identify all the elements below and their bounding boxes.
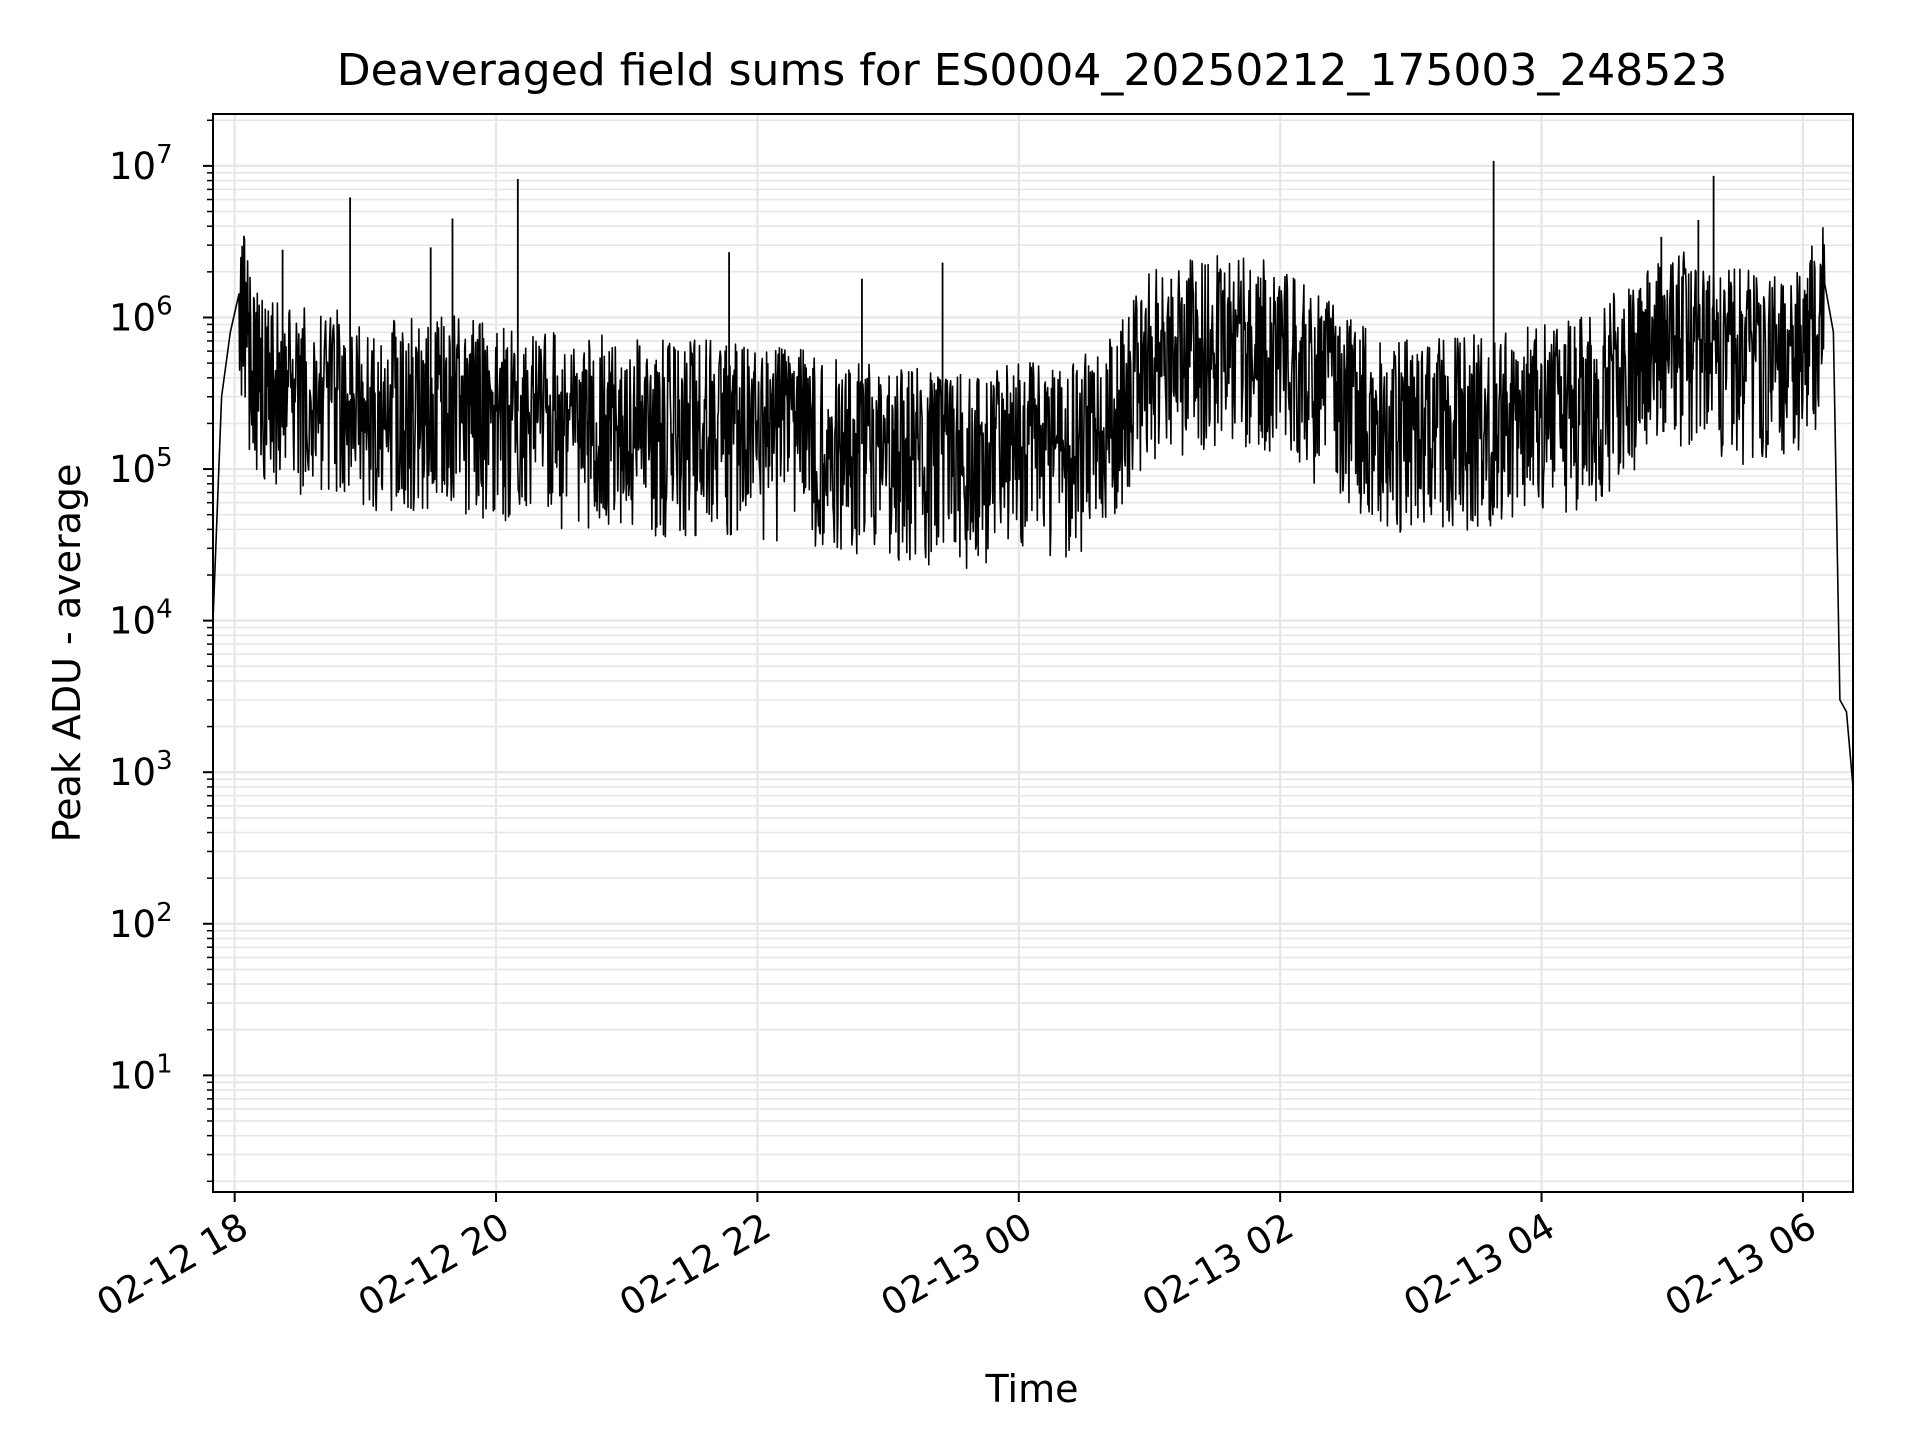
y-tick-label-group: 107: [109, 140, 173, 188]
plot-frame: [212, 113, 1854, 1193]
y-tick-label: 106: [109, 291, 173, 339]
y-axis-label: Peak ADU - average: [45, 464, 89, 843]
chart-title: Deaveraged field sums for ES0004_2025021…: [337, 45, 1728, 96]
data-layer: [212, 160, 1854, 787]
y-tick-label-group: 104: [109, 595, 173, 643]
y-tick-label: 104: [109, 595, 173, 643]
x-axis-label: Time: [985, 1367, 1079, 1411]
y-tick-label-group: 101: [109, 1049, 173, 1097]
y-tick-label: 103: [109, 746, 173, 794]
y-tick-label: 102: [109, 898, 173, 946]
y-tick-label-group: 106: [109, 291, 173, 339]
y-tick-label: 101: [109, 1049, 173, 1097]
y-tick-label-group: 102: [109, 898, 173, 946]
y-tick-label-group: 105: [109, 443, 173, 491]
y-tick-label-group: 103: [109, 746, 173, 794]
y-tick-label: 105: [109, 443, 173, 491]
y-tick-label: 107: [109, 140, 173, 188]
series-line: [212, 227, 1854, 787]
